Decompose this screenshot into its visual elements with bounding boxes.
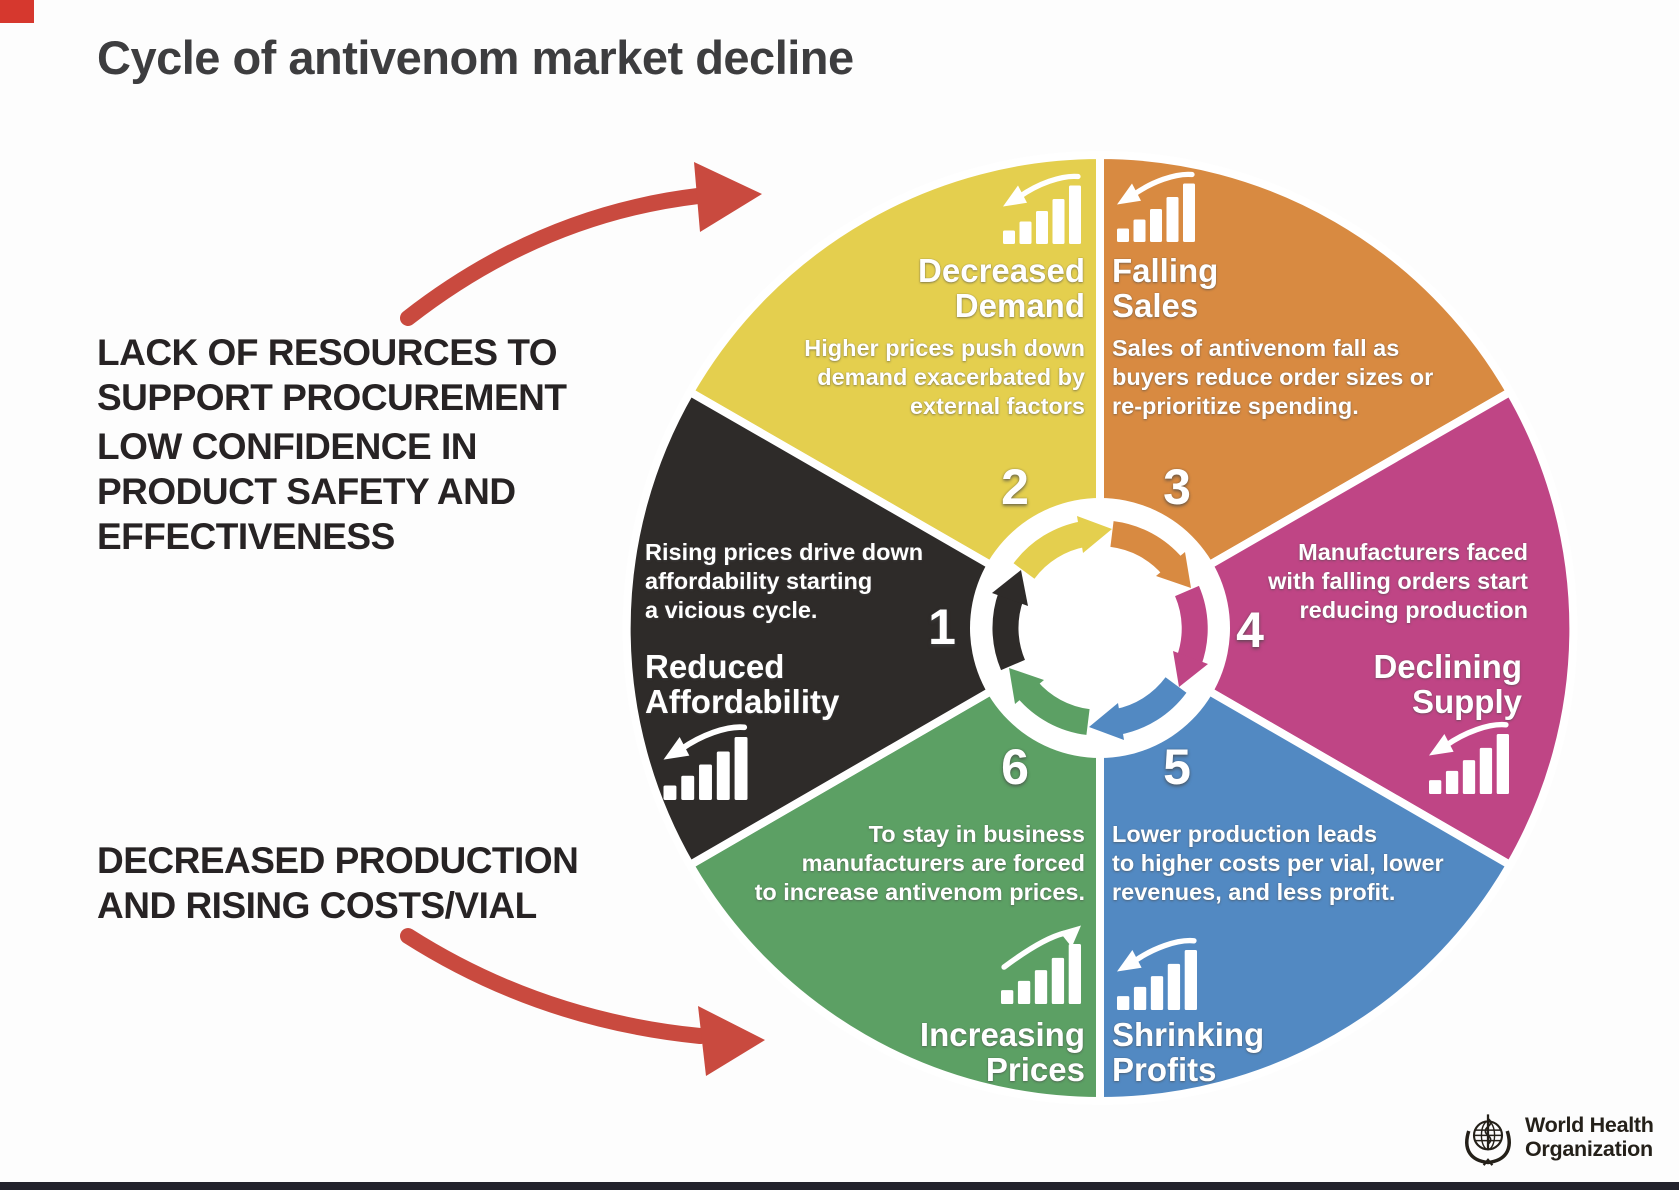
red-arrow-bottom — [400, 928, 765, 1076]
red-arrow-top — [400, 162, 762, 326]
segment-title: Increasing Prices — [919, 1016, 1085, 1088]
segment-title: Reduced Affordability — [645, 648, 840, 720]
center-cycle-arrows-icon — [992, 521, 1208, 735]
left-label-procurement: LACK OF RESOURCES TO SUPPORT PROCUREMENT — [97, 332, 567, 419]
segment-body: Higher prices push down demand exacerbat… — [804, 335, 1085, 419]
segment-number: 5 — [1163, 739, 1191, 795]
trend-down-bars-icon — [1112, 930, 1202, 1010]
who-org-line1: World Health — [1525, 1113, 1654, 1138]
footer-bar — [0, 1182, 1679, 1190]
wedge-shrinking-profits — [1096, 624, 1514, 1106]
segment-number: 4 — [1236, 602, 1264, 658]
segment-title: Falling Sales — [1112, 252, 1219, 324]
segment-body: Sales of antivenom fall as buyers reduce… — [1112, 335, 1434, 419]
wedge-increasing-prices — [686, 624, 1104, 1106]
segment-number: 6 — [1001, 739, 1029, 795]
segment-body: Manufacturers faced with falling orders … — [1268, 539, 1528, 623]
wedge-decreased-demand — [686, 151, 1104, 632]
segment-title: Decreased Demand — [918, 252, 1085, 324]
who-logo: World Health Organization — [1460, 1110, 1654, 1166]
trend-down-bars-icon — [1424, 714, 1514, 794]
who-org-line2: Organization — [1525, 1137, 1653, 1161]
segment-body: Lower production leads to higher costs p… — [1112, 821, 1444, 905]
cycle-wheel — [622, 151, 1578, 1106]
segment-title: Shrinking Profits — [1112, 1016, 1265, 1088]
segment-number: 1 — [928, 599, 956, 655]
wedge-falling-sales — [1096, 151, 1514, 632]
wedge-declining-supply — [1096, 388, 1578, 869]
trend-down-bars-icon — [998, 166, 1086, 244]
trend-up-bars-icon — [996, 924, 1086, 1004]
who-org-name: World Health Organization — [1525, 1114, 1654, 1161]
left-label-production: DECREASED PRODUCTION AND RISING COSTS/VI… — [97, 840, 579, 927]
page-title: Cycle of antivenom market decline — [97, 31, 854, 84]
segment-number: 3 — [1163, 459, 1191, 515]
segment-number: 2 — [1001, 459, 1029, 515]
left-label-confidence: LOW CONFIDENCE IN PRODUCT SAFETY AND EFF… — [97, 426, 516, 558]
segment-body: Rising prices drive down affordability s… — [645, 539, 924, 623]
corner-mark — [0, 0, 34, 23]
trend-down-bars-icon — [1112, 164, 1200, 242]
segment-body: To stay in business manufacturers are fo… — [754, 821, 1085, 905]
segment-title: Declining Supply — [1373, 648, 1522, 720]
trend-down-bars-icon — [658, 716, 753, 800]
who-emblem-icon — [1465, 1114, 1511, 1166]
center-cycle-arrowheads — [992, 516, 1208, 740]
